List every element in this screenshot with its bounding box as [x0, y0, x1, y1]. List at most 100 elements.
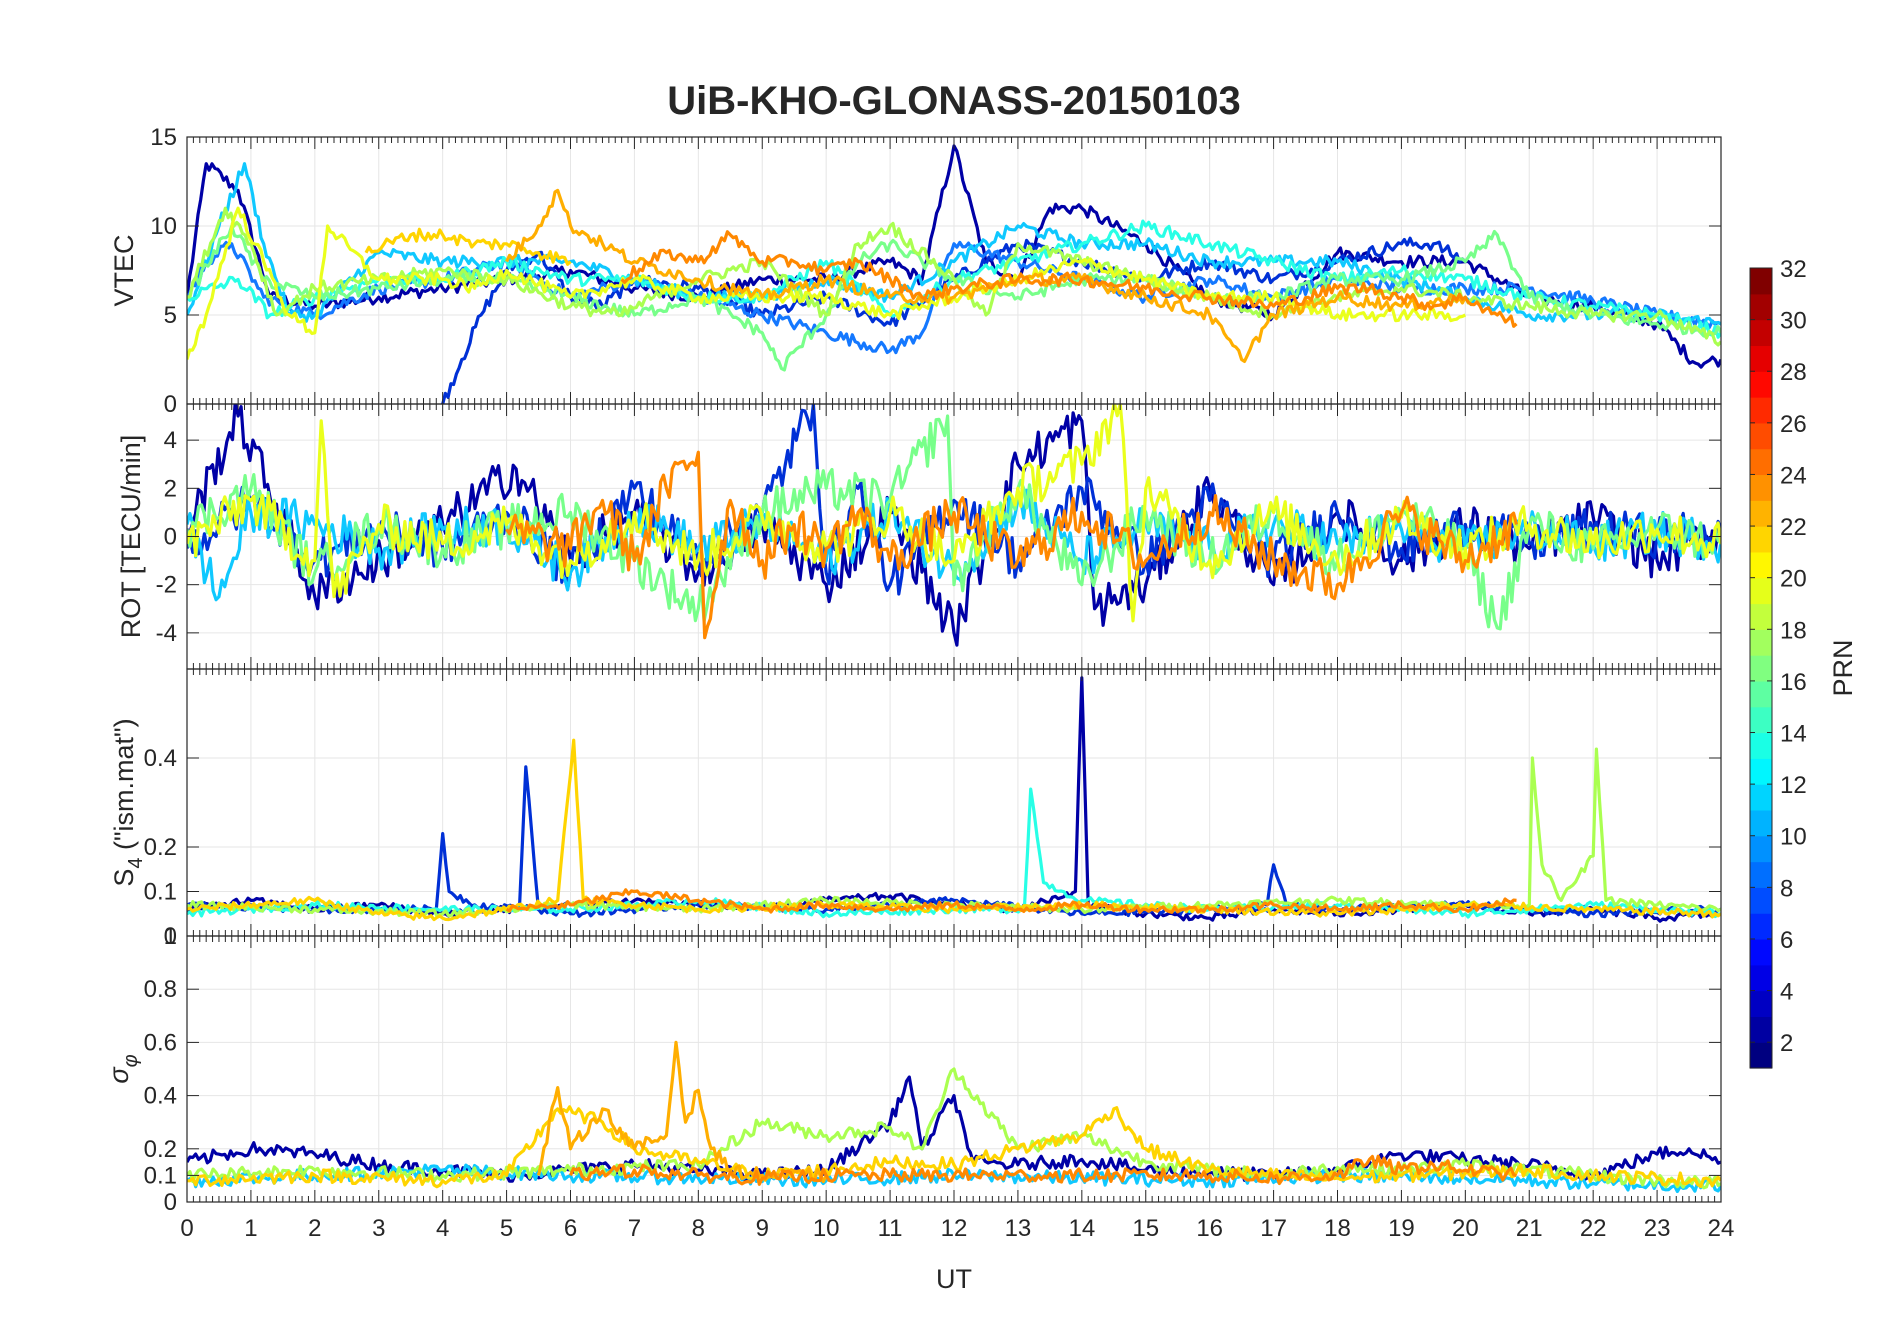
rot-series-prn-19 [187, 404, 1721, 623]
colorbar-tick-label: 26 [1780, 411, 1807, 438]
colorbar-segment [1750, 603, 1772, 630]
sigma_phi-y-tick-label: 0.2 [144, 1136, 177, 1163]
colorbar-segment [1750, 293, 1772, 321]
x-tick-label: 22 [1580, 1215, 1607, 1242]
x-tick-label: 4 [436, 1215, 449, 1242]
colorbar-segment [1750, 964, 1772, 992]
colorbar-segment [1750, 938, 1772, 966]
s4-y-tick-label: 0.4 [144, 745, 177, 772]
colorbar-segment [1750, 706, 1772, 734]
colorbar-segment [1750, 784, 1772, 811]
panel-vtec: 0 5 10 15 VTEC [109, 124, 1722, 418]
x-tick-label: 12 [941, 1215, 968, 1242]
x-tick-label: 2 [308, 1215, 321, 1242]
colorbar-tick-label: 30 [1780, 308, 1807, 335]
x-axis-label: UT [936, 1264, 972, 1294]
x-tick-label: 16 [1196, 1215, 1223, 1242]
x-tick-label: 7 [628, 1215, 641, 1242]
vtec-y-axis-label: VTEC [109, 234, 139, 306]
x-tick-label: 24 [1708, 1215, 1735, 1242]
s4-series-prn-21 [187, 738, 1721, 922]
colorbar-segment [1750, 397, 1772, 424]
colorbar-segment [1750, 448, 1772, 476]
x-tick-label: 14 [1068, 1215, 1095, 1242]
colorbar-segment [1750, 526, 1772, 553]
sigma_phi-series-prn-21 [187, 1105, 1721, 1189]
x-tick-label: 8 [692, 1215, 705, 1242]
x-tick-label: 3 [372, 1215, 385, 1242]
rot-series-group [187, 404, 1721, 647]
rot-y-tick-label: 4 [164, 427, 177, 454]
colorbar-tick-label: 10 [1780, 824, 1807, 851]
x-tick-label: 1 [244, 1215, 257, 1242]
s4-y-tick-label: 0.1 [144, 879, 177, 906]
colorbar-segment [1750, 629, 1772, 656]
x-tick-label: 10 [813, 1215, 840, 1242]
sigma_phi-series-prn-23 [569, 1154, 1517, 1186]
sigma_phi-y-tick-label: 0.8 [144, 976, 177, 1003]
s4-y-tick-label: 0 [164, 923, 177, 950]
rot-series-prn-23 [505, 450, 1519, 640]
colorbar-tick-label: 14 [1780, 721, 1807, 748]
colorbar-tick-label: 18 [1780, 617, 1807, 644]
rot-y-axis-label: ROT [TECU/min] [116, 435, 146, 639]
colorbar-segment [1750, 809, 1772, 837]
colorbar-segment [1750, 500, 1772, 527]
colorbar-segment [1750, 577, 1772, 605]
colorbar-segment [1750, 887, 1772, 914]
colorbar-tick-label: 32 [1780, 256, 1807, 283]
colorbar-segment [1750, 551, 1772, 579]
s4-series-group [187, 676, 1721, 923]
x-tick-label: 11 [878, 1215, 903, 1242]
x-tick-label: 15 [1132, 1215, 1159, 1242]
sigma_phi-y-tick-label: 0.6 [144, 1029, 177, 1056]
x-tick-label: 5 [500, 1215, 513, 1242]
colorbar-tick-label: 8 [1780, 875, 1793, 902]
colorbar-segment [1750, 319, 1772, 347]
s4-y-tick-label: 0.2 [144, 834, 177, 861]
colorbar-segment [1750, 835, 1772, 863]
s4-series-prn-23 [505, 888, 1517, 915]
colorbar-segment [1750, 990, 1772, 1017]
panel-s4: 0 0.1 0.2 0.4S4 ("ism.mat") [109, 668, 1722, 950]
x-tick-label: 20 [1452, 1215, 1479, 1242]
vtec-y-tick-label: 15 [150, 124, 177, 151]
sigma_phi-series-prn-17 [187, 1067, 1721, 1190]
x-tick-label: 9 [756, 1215, 769, 1242]
sigma_phi-y-axis-label: σφ [104, 1054, 142, 1083]
rot-y-tick-label: 2 [164, 475, 177, 502]
colorbar-tick-label: 28 [1780, 359, 1807, 386]
colorbar-tick-label: 6 [1780, 927, 1793, 954]
colorbar-segment [1750, 1042, 1772, 1069]
colorbar-segment [1750, 268, 1772, 295]
colorbar-tick-label: 4 [1780, 979, 1793, 1006]
x-tick-label: 13 [1005, 1215, 1032, 1242]
x-tick-label: 21 [1516, 1215, 1543, 1242]
rot-y-tick-label: -4 [156, 620, 177, 647]
x-tick-label: 19 [1388, 1215, 1415, 1242]
colorbar-tick-label: 16 [1780, 669, 1807, 696]
colorbar-tick-label: 20 [1780, 566, 1807, 593]
colorbar-segment [1750, 861, 1772, 888]
rot-y-tick-label: -2 [156, 572, 177, 599]
panel-sigma_phi: 0 0.10.2 0.4 0.6 0.8 1 σφ [104, 923, 1722, 1216]
colorbar-segment [1750, 758, 1772, 785]
vtec-y-tick-label: 5 [164, 302, 177, 329]
sigma_phi-series-prn-22 [536, 1040, 828, 1184]
vtec-y-tick-label: 0 [164, 391, 177, 418]
vtec-y-tick-label: 10 [150, 213, 177, 240]
colorbar-tick-label: 22 [1780, 514, 1807, 541]
panel-rot: -4 -2 0 2 4 ROT [TECU/min] [116, 403, 1722, 670]
colorbar-segment [1750, 732, 1772, 759]
sigma_phi-y-tick-label: 0.1 [144, 1162, 177, 1189]
colorbar-tick-label: 12 [1780, 772, 1807, 799]
sigma_phi-y-tick-label: 1 [164, 923, 177, 950]
colorbar-segment [1750, 422, 1772, 450]
colorbar-tick-label: 2 [1780, 1030, 1793, 1057]
rot-y-tick-label: 0 [164, 524, 177, 551]
sigma_phi-y-tick-label: 0.4 [144, 1083, 177, 1110]
x-tick-label: 17 [1260, 1215, 1287, 1242]
colorbar-segment [1750, 371, 1772, 398]
